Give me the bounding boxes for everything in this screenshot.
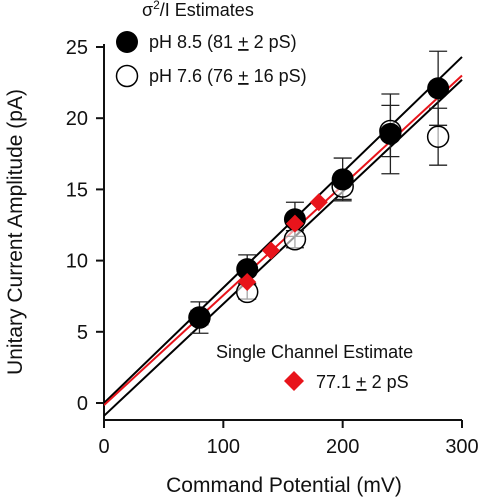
data-markers [188,77,450,329]
x-tick-label: 100 [207,436,240,458]
ph85-point [236,258,259,281]
ph76-point [426,125,450,148]
ph85-point [188,306,211,329]
x-tick-label: 200 [326,436,359,458]
ph85-point [331,168,354,191]
black-fit-line [104,79,463,417]
legend-ph85-label: pH 8.5 (81 + 2 pS) [149,32,297,52]
legend-single-channel: Single Channel Estimate 77.1 + 2 pS [216,342,413,392]
legend2-header: Single Channel Estimate [216,342,413,362]
legend-variance-estimates: σ2/I Estimates pH 8.5 (81 + 2 pS) pH 7.6… [115,0,307,88]
axis-ticks: 0 100 200 300 0 5 10 15 20 25 [66,37,479,458]
legend-header: σ2/I Estimates [142,0,254,20]
y-axis-title: Unitary Current Amplitude (pA) [4,89,27,375]
single-channel-point [262,241,281,260]
x-axis-title: Command Potential (mV) [166,474,402,497]
red-fit-line [104,74,463,406]
y-tick-label: 10 [66,251,88,273]
single-channel-point [309,193,328,212]
single-channel-point [238,272,257,291]
ph85-point [379,122,402,145]
legend-ph76-label: pH 7.6 (76 + 16 pS) [149,66,307,86]
black-fit-line [104,56,463,404]
y-tick-label: 15 [66,179,88,201]
x-tick-label: 0 [98,436,109,458]
legend-red-diamond-marker [284,371,304,391]
legend-open-circle-marker [115,64,139,88]
y-tick-label: 0 [77,393,88,415]
x-tick-label: 300 [445,436,478,458]
y-tick-label: 5 [77,322,88,344]
y-tick-label: 20 [66,108,88,130]
single-channel-point [285,214,304,233]
fit-lines [104,56,463,417]
ph85-point [427,77,450,100]
legend-single-channel-label: 77.1 + 2 pS [316,372,409,392]
legend-filled-circle-marker [116,31,138,53]
y-tick-label: 25 [66,37,88,59]
